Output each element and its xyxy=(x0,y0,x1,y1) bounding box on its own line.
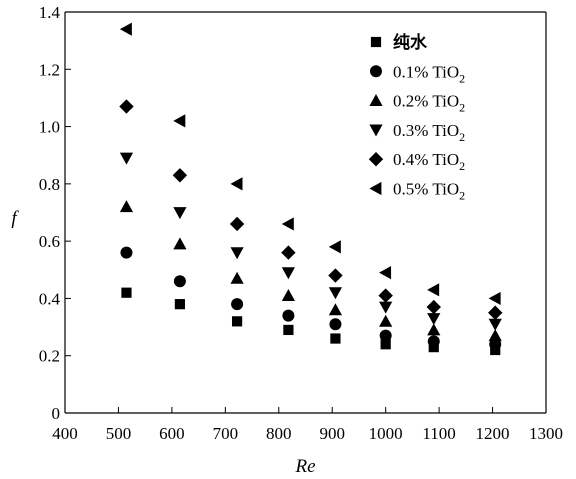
data-point-circle xyxy=(379,329,392,342)
data-point-diamond xyxy=(172,168,188,183)
data-point-circle xyxy=(489,338,502,351)
data-point-triangle-up xyxy=(379,314,393,327)
data-point-triangle-down xyxy=(427,313,441,326)
x-tick-label: 1100 xyxy=(422,424,455,443)
legend-marker-triangle-up xyxy=(369,94,383,106)
data-point-triangle-left xyxy=(230,177,243,191)
data-point-diamond xyxy=(426,299,441,315)
data-point-triangle-up xyxy=(230,271,244,284)
x-tick-label: 800 xyxy=(266,424,292,443)
data-point-triangle-up xyxy=(173,237,187,250)
data-point-square xyxy=(174,299,186,310)
data-point-circle xyxy=(120,246,133,259)
y-tick-label: 0.8 xyxy=(39,175,60,194)
legend-marker-triangle-left xyxy=(369,181,382,196)
legend-label: 0.3% TiO2 xyxy=(393,121,465,144)
data-point-triangle-up xyxy=(119,200,134,213)
y-ticks: 0 0.2 0.4 0.6 0.8 1.0 1.2 1.4 xyxy=(39,3,71,423)
x-tick-label: 900 xyxy=(319,424,345,443)
legend-label: 0.1% TiO2 xyxy=(393,62,465,85)
legend-marker-triangle-down xyxy=(369,124,383,137)
data-point-triangle-up xyxy=(281,288,295,301)
data-point-square xyxy=(231,316,243,327)
x-tick-label: 1300 xyxy=(529,424,563,443)
y-tick-label: 0.6 xyxy=(39,232,60,251)
data-point-triangle-down xyxy=(488,318,502,331)
data-point-triangle-left xyxy=(173,114,186,128)
data-point-square xyxy=(283,324,294,336)
data-point-diamond xyxy=(488,305,503,320)
data-point-circle xyxy=(329,318,342,331)
legend-label: 0.5% TiO2 xyxy=(393,180,465,203)
y-tick-label: 0 xyxy=(52,404,61,423)
x-ticks: 400 500 600 700 800 900 1000 1100 1200 1300 xyxy=(52,407,563,443)
data-point-circle xyxy=(231,298,244,311)
data-point-circle xyxy=(173,275,186,288)
data-point-triangle-left xyxy=(328,240,341,254)
y-tick-label: 0.4 xyxy=(39,289,61,308)
data-point-circle xyxy=(427,335,440,348)
data-point-triangle-up xyxy=(427,323,441,336)
data-point-triangle-up xyxy=(328,303,343,316)
data-point-triangle-left xyxy=(379,266,392,280)
y-tick-label: 0.2 xyxy=(39,347,60,366)
legend-marker-square xyxy=(370,36,382,48)
data-point-triangle-down xyxy=(173,207,187,220)
data-point-triangle-down xyxy=(328,287,343,300)
data-point-diamond xyxy=(281,245,296,260)
x-tick-label: 1200 xyxy=(476,424,510,443)
data-point-triangle-left xyxy=(488,291,501,306)
data-point-diamond xyxy=(229,216,245,232)
x-tick-label: 400 xyxy=(52,424,78,443)
data-point-circle xyxy=(282,309,295,322)
data-point-square xyxy=(121,287,132,298)
data-point-triangle-down xyxy=(379,301,393,314)
data-point-triangle-down xyxy=(281,267,295,280)
legend-label: 纯水 xyxy=(393,32,428,53)
data-point-triangle-left xyxy=(427,283,440,297)
legend-marker-circle xyxy=(370,65,382,78)
data-point-diamond xyxy=(119,99,134,114)
y-tick-label: 1.4 xyxy=(39,3,61,22)
data-point-square xyxy=(380,339,391,350)
legend-marker-diamond xyxy=(368,152,384,167)
data-point-triangle-down xyxy=(230,247,244,260)
data-point-diamond xyxy=(328,268,343,283)
x-tick-label: 700 xyxy=(213,424,239,443)
legend: 纯水 0.1% TiO2 0.2% TiO2 0.3% TiO2 0.4% TiO2 0.… xyxy=(368,32,465,203)
x-tick-label: 600 xyxy=(159,424,185,443)
legend-label: 0.4% TiO2 xyxy=(393,150,465,173)
data-point-triangle-up xyxy=(488,329,502,342)
y-axis-title: f xyxy=(11,208,19,229)
data-point-triangle-left xyxy=(119,22,132,36)
axes xyxy=(64,11,547,414)
x-tick-label: 1000 xyxy=(369,424,403,443)
legend-label: 0.2% TiO2 xyxy=(393,92,465,115)
y-tick-label: 1.0 xyxy=(39,118,60,137)
data-points xyxy=(119,22,503,356)
data-point-triangle-down xyxy=(119,152,134,165)
x-axis-title: Re xyxy=(294,456,315,477)
data-point-triangle-left xyxy=(281,217,294,231)
y-tick-label: 1.2 xyxy=(39,60,60,79)
data-point-square xyxy=(330,333,341,344)
x-tick-label: 500 xyxy=(106,424,132,443)
data-point-diamond xyxy=(378,288,393,303)
